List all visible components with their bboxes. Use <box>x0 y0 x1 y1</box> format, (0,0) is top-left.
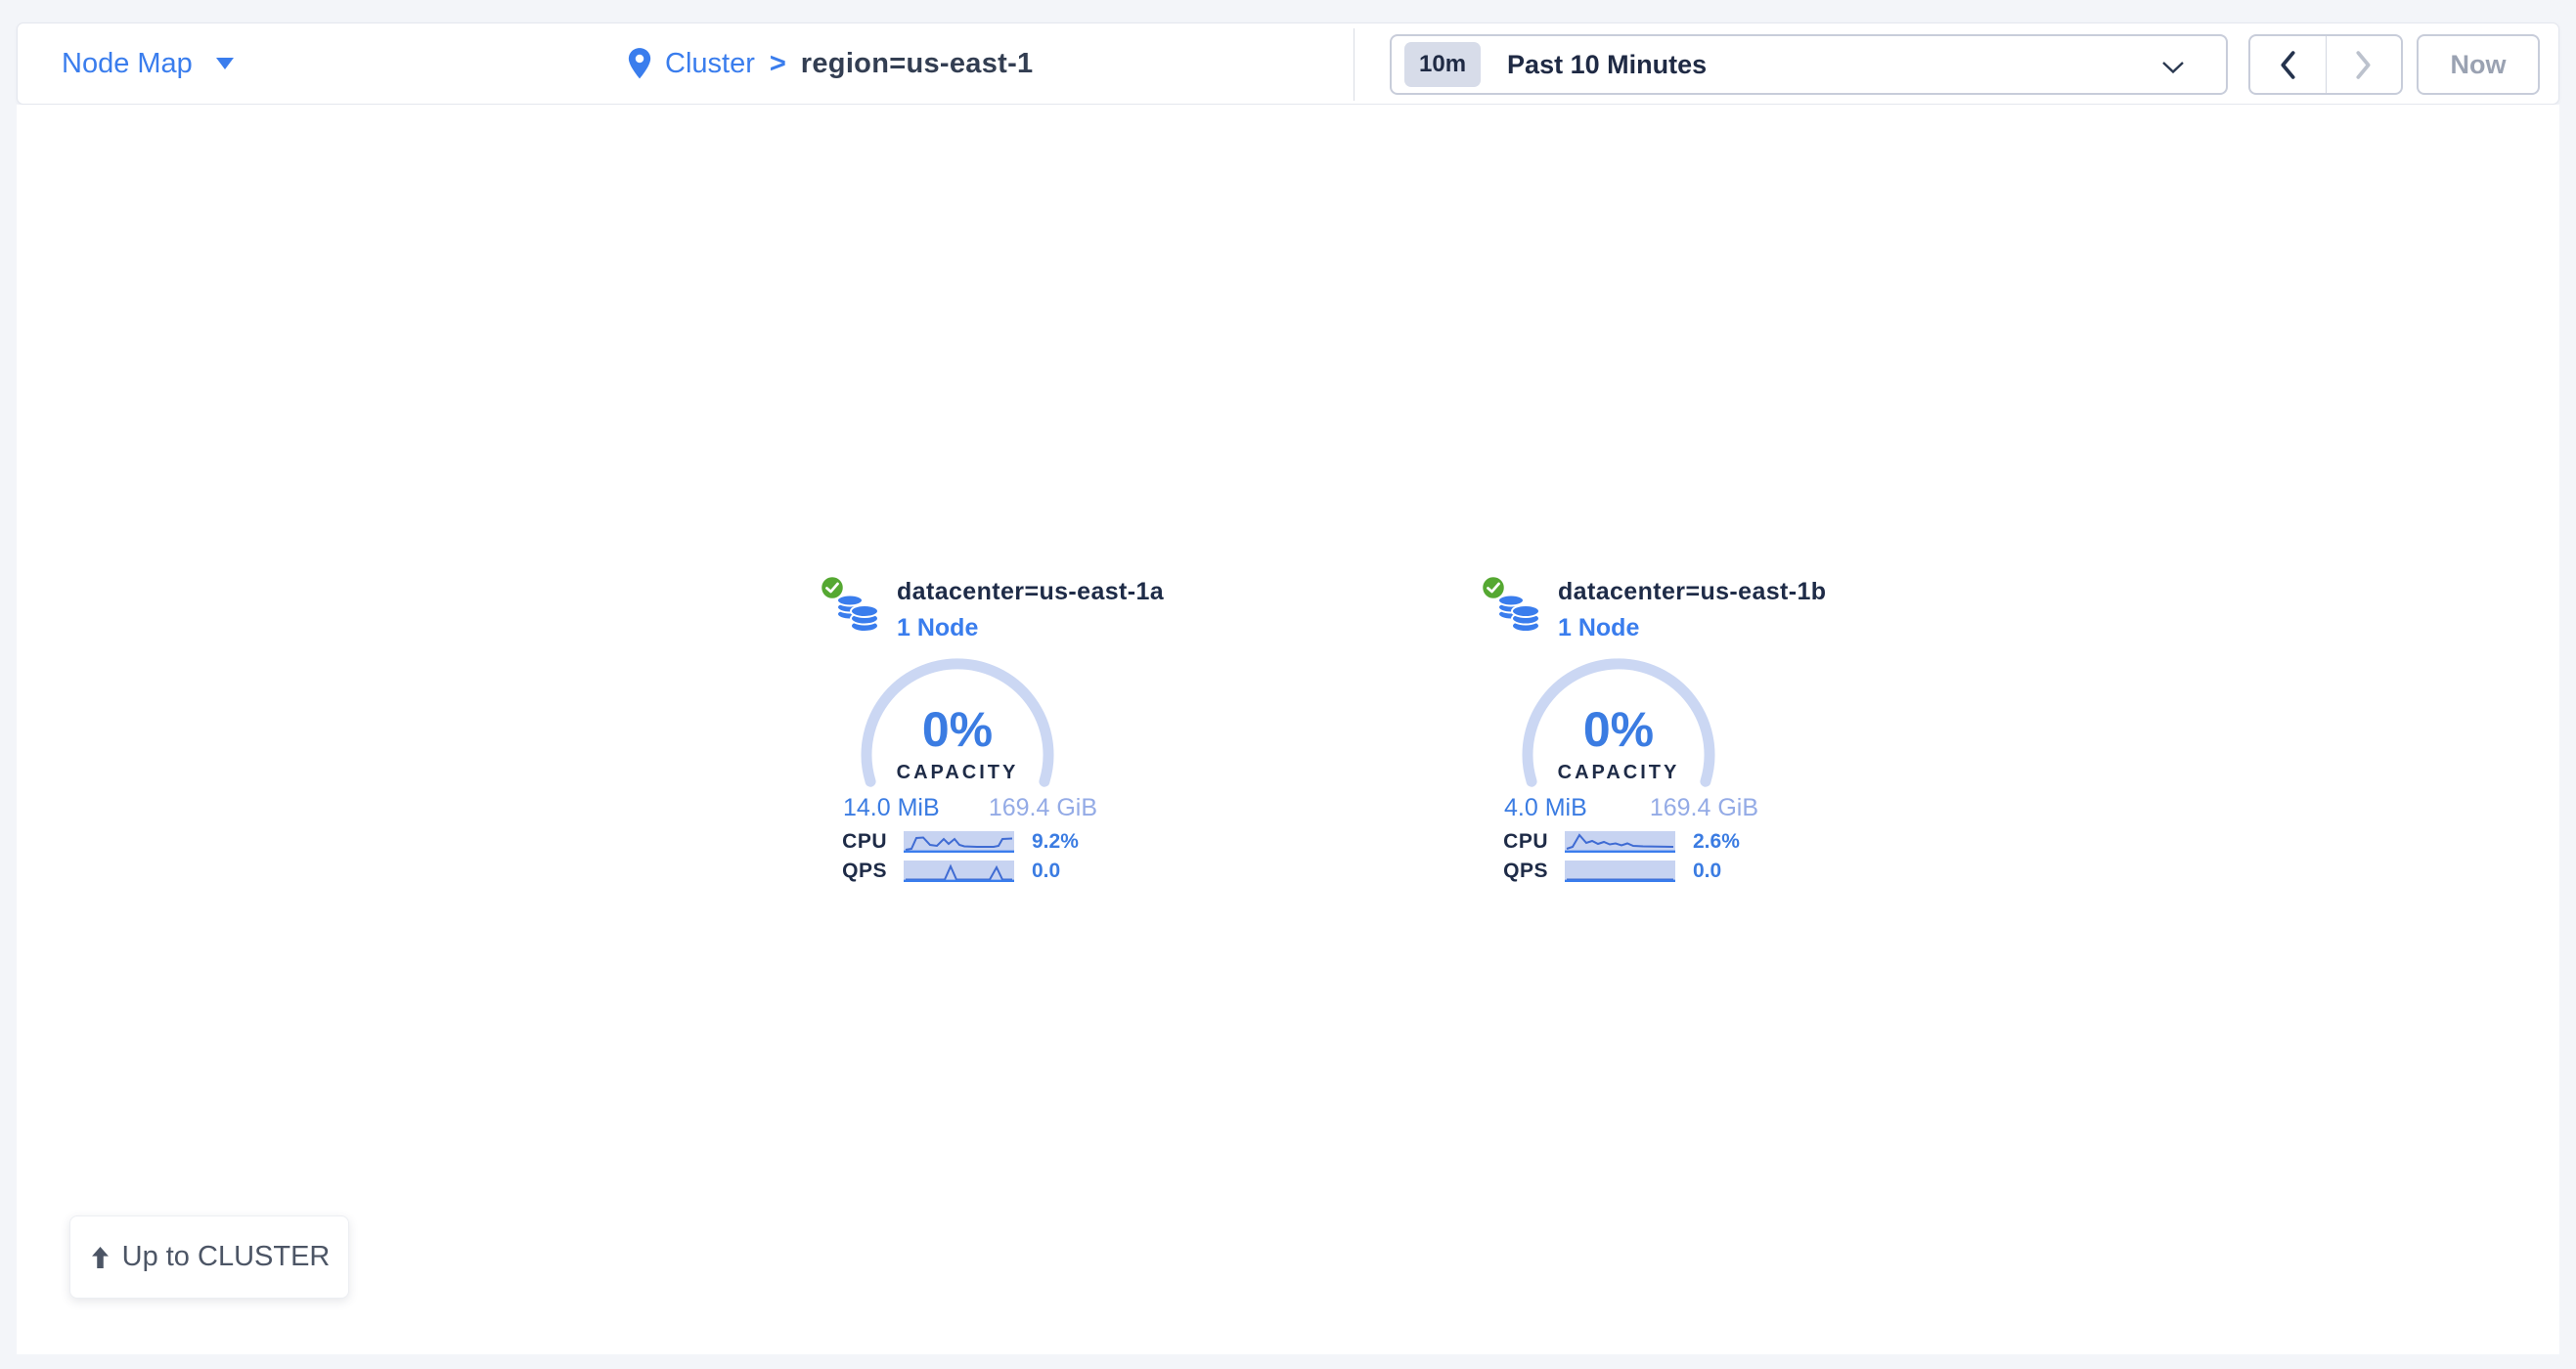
cpu-metric-row: CPU 9.2% <box>830 830 1104 854</box>
node-map-canvas: datacenter=us-east-1a 1 Node 0% CAPACITY… <box>17 105 2559 1354</box>
qps-metric-row: QPS 0.0 <box>1491 860 1765 883</box>
datacenter-title: datacenter=us-east-1a <box>897 578 1165 605</box>
datacenter-node-count: 1 Node <box>1558 614 1640 641</box>
up-to-cluster-label: Up to CLUSTER <box>121 1241 331 1272</box>
arrow-up-icon <box>91 1246 109 1268</box>
cpu-metric-row: CPU 2.6% <box>1491 830 1765 854</box>
capacity-gauge-arc <box>861 658 1054 787</box>
cpu-sparkline <box>904 831 1014 853</box>
time-forward-button[interactable] <box>2327 36 2402 93</box>
time-nav-arrows <box>2248 34 2403 95</box>
qps-metric-row: QPS 0.0 <box>830 860 1104 883</box>
capacity-total: 169.4 GiB <box>988 794 1097 821</box>
capacity-gauge-arc <box>1522 658 1715 787</box>
datacenter-card-us-east-1b[interactable]: datacenter=us-east-1b 1 Node 0% CAPACITY… <box>1472 572 1826 912</box>
topbar-divider <box>1354 28 1355 101</box>
datacenter-title: datacenter=us-east-1b <box>1558 578 1827 605</box>
qps-label: QPS <box>842 860 887 882</box>
database-stack-icon <box>836 594 879 633</box>
caret-down-icon <box>215 58 234 69</box>
cpu-sparkline <box>1565 831 1675 853</box>
breadcrumb: Cluster > region=us-east-1 <box>627 23 1033 104</box>
qps-value: 0.0 <box>1032 860 1061 882</box>
capacity-used: 4.0 MiB <box>1504 794 1587 821</box>
datacenter-node-count: 1 Node <box>897 614 979 641</box>
breadcrumb-cluster-link[interactable]: Cluster <box>665 47 755 79</box>
time-range-label: Past 10 Minutes <box>1507 49 1708 79</box>
healthy-check-icon <box>819 574 846 601</box>
qps-sparkline <box>1565 861 1675 882</box>
capacity-percent: 0% <box>921 702 994 757</box>
cpu-label: CPU <box>842 830 887 853</box>
time-range-dropdown[interactable]: 10m Past 10 Minutes <box>1390 34 2228 95</box>
now-button[interactable]: Now <box>2417 34 2540 95</box>
chevron-down-icon <box>2162 62 2184 74</box>
breadcrumb-separator: > <box>769 47 786 79</box>
cpu-value: 9.2% <box>1032 830 1079 853</box>
datacenter-header: datacenter=us-east-1b 1 Node <box>1558 578 1826 642</box>
datacenter-card-us-east-1a[interactable]: datacenter=us-east-1a 1 Node 0% CAPACITY… <box>811 572 1164 912</box>
capacity-values: 14.0 MiB 169.4 GiB <box>843 794 1097 822</box>
capacity-values: 4.0 MiB 169.4 GiB <box>1504 794 1758 822</box>
healthy-check-icon <box>1480 574 1507 601</box>
datacenter-header: datacenter=us-east-1a 1 Node <box>897 578 1164 642</box>
capacity-label: CAPACITY <box>896 762 1019 783</box>
qps-sparkline <box>904 861 1014 882</box>
time-back-button[interactable] <box>2250 36 2327 93</box>
chevron-right-icon <box>2356 50 2371 79</box>
cpu-label: CPU <box>1503 830 1548 853</box>
qps-label: QPS <box>1503 860 1548 882</box>
capacity-used: 14.0 MiB <box>843 794 940 821</box>
view-switcher-dropdown[interactable]: Node Map <box>62 23 234 104</box>
database-stack-icon <box>1497 594 1540 633</box>
up-to-cluster-button[interactable]: Up to CLUSTER <box>69 1215 349 1299</box>
location-pin-icon <box>628 48 651 79</box>
capacity-label: CAPACITY <box>1557 762 1680 783</box>
topbar: Node Map Cluster > region=us-east-1 10m … <box>17 22 2559 105</box>
view-switcher-label: Node Map <box>62 47 193 79</box>
capacity-percent: 0% <box>1582 702 1655 757</box>
qps-value: 0.0 <box>1693 860 1722 882</box>
cpu-value: 2.6% <box>1693 830 1740 853</box>
breadcrumb-current: region=us-east-1 <box>800 47 1034 79</box>
capacity-total: 169.4 GiB <box>1649 794 1758 821</box>
chevron-left-icon <box>2281 50 2295 79</box>
time-range-badge: 10m <box>1404 42 1482 87</box>
